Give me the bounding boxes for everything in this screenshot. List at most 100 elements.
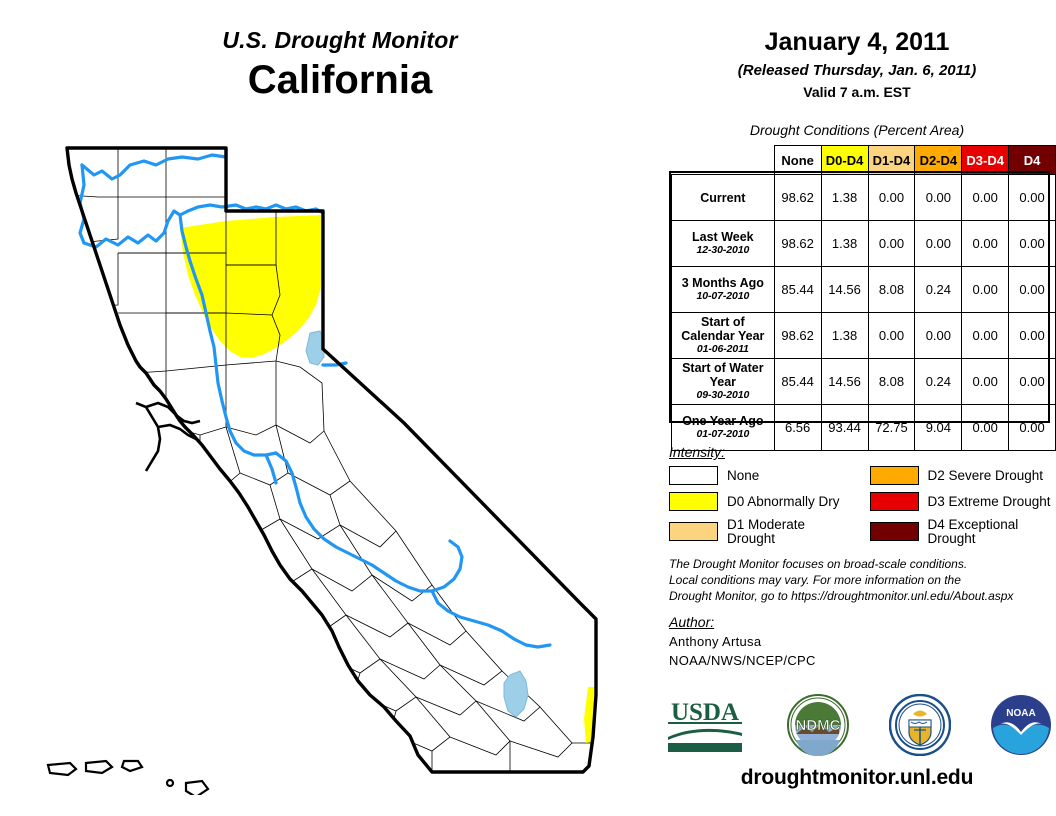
cell-wateryear-d2: 0.24 [914, 358, 963, 405]
cell-oneyear-none: 6.56 [773, 404, 822, 451]
legend-label-d1: D1 Moderate Drought [727, 517, 806, 546]
cell-lastweek-d0: 1.38 [820, 220, 869, 267]
cell-3months-none: 85.44 [773, 266, 822, 313]
cell-calyear-none: 98.62 [773, 312, 822, 359]
d0-drought-region [180, 215, 323, 358]
legend-label-d4: D4 Exceptional Drought [927, 517, 1019, 546]
san-francisco-bay [135, 401, 201, 472]
map-svg [46, 146, 598, 795]
table-row: One Year Ago 01-07-2010 6.56 93.44 72.75 … [671, 404, 1056, 451]
california-drought-map [40, 135, 640, 795]
legend-item-d4: D4 Exceptional Drought [869, 517, 1055, 546]
column-header-d1: D1-D4 [867, 145, 916, 175]
row-label-text: Start of Water Year [682, 361, 764, 390]
disclaimer-text: The Drought Monitor focuses on broad-sca… [669, 556, 1049, 605]
table-row: Start of Calendar Year 01-06-2011 98.62 1… [671, 312, 1056, 359]
california-state-outline [65, 146, 598, 774]
intensity-heading: Intensity: [669, 444, 726, 460]
row-label-text: One Year Ago [682, 414, 764, 429]
report-date: January 4, 2011 [764, 28, 950, 56]
table-caption: Drought Conditions (Percent Area) [749, 122, 965, 138]
intensity-legend: Intensity: None D2 Severe Drought D0 Abn… [669, 444, 1054, 545]
drought-conditions-table: None D0-D4 D1-D4 D2-D4 D3-D4 D4 Current … [671, 145, 1056, 451]
table-header-row: None D0-D4 D1-D4 D2-D4 D3-D4 D4 [672, 145, 1056, 175]
cell-current-d4: 0.00 [1008, 174, 1056, 221]
cell-wateryear-d0: 14.56 [820, 358, 869, 405]
legend-label-d0: D0 Abnormally Dry [727, 493, 840, 509]
legend-item-d3: D3 Extreme Drought [869, 492, 1055, 511]
disclaimer-line-3: Drought Monitor, go to https://droughtmo… [669, 589, 1014, 604]
cell-wateryear-d3: 0.00 [961, 358, 1010, 405]
column-header-d2: D2-D4 [914, 145, 963, 175]
cell-calyear-d3: 0.00 [961, 312, 1010, 359]
logo-row: USDA NDMC [662, 690, 1052, 760]
noaa-logo: NOAA [990, 695, 1051, 755]
report-header: January 4, 2011 (Released Thursday, Jan.… [662, 28, 1052, 100]
author-heading: Author: [669, 614, 715, 630]
row-label-last-week: Last Week 12-30-2010 [671, 220, 775, 267]
author-block: Author: Anthony Artusa NOAA/NWS/NCEP/CPC [669, 614, 1049, 668]
row-label-date: 10-07-2010 [696, 290, 750, 303]
cell-lastweek-d1: 0.00 [867, 220, 916, 267]
column-header-none: None [773, 145, 822, 175]
cell-current-d1: 0.00 [867, 174, 916, 221]
row-label-text: Current [700, 190, 746, 205]
lake-tahoe [305, 330, 325, 366]
table-row: Last Week 12-30-2010 98.62 1.38 0.00 0.00… [671, 220, 1056, 267]
cell-3months-d3: 0.00 [961, 266, 1010, 313]
svg-text:NDMC: NDMC [796, 717, 841, 734]
map-title-block: U.S. Drought Monitor California [60, 27, 620, 103]
cell-lastweek-d2: 0.00 [914, 220, 963, 267]
table-row: 3 Months Ago 10-07-2010 85.44 14.56 8.08 … [671, 266, 1056, 313]
row-label-date: 01-06-2011 [696, 343, 749, 356]
cell-oneyear-d2: 9.04 [914, 404, 963, 451]
cell-wateryear-none: 85.44 [773, 358, 822, 405]
cell-3months-d1: 8.08 [867, 266, 916, 313]
table-row: Start of Water Year 09-30-2010 85.44 14.5… [671, 358, 1056, 405]
cell-current-d2: 0.00 [914, 174, 963, 221]
author-affiliation: NOAA/NWS/NCEP/CPC [669, 653, 816, 668]
legend-item-d0: D0 Abnormally Dry [669, 492, 854, 511]
ndmc-logo: NDMC [787, 694, 850, 756]
valid-time: Valid 7 a.m. EST [803, 83, 911, 100]
cell-current-d3: 0.00 [961, 174, 1010, 221]
cell-lastweek-d3: 0.00 [961, 220, 1010, 267]
swatch-d4 [869, 522, 919, 541]
cell-wateryear-d1: 8.08 [867, 358, 916, 405]
row-label-start-water-year: Start of Water Year 09-30-2010 [671, 358, 775, 405]
legend-label-none: None [727, 467, 760, 483]
cell-oneyear-d0: 93.44 [820, 404, 869, 451]
row-label-start-calendar-year: Start of Calendar Year 01-06-2011 [671, 312, 775, 359]
row-label-text: 3 Months Ago [681, 276, 764, 291]
column-header-d0: D0-D4 [820, 145, 869, 175]
author-name: Anthony Artusa [669, 634, 762, 649]
row-label-text: Last Week [692, 230, 754, 245]
cell-3months-d0: 14.56 [820, 266, 869, 313]
disclaimer-line-1: The Drought Monitor focuses on broad-sca… [669, 557, 968, 571]
cell-current-d0: 1.38 [820, 174, 869, 221]
state-title: California [247, 58, 433, 103]
table-row: Current 98.62 1.38 0.00 0.00 0.00 0.00 [671, 174, 1056, 221]
svg-text:USDA: USDA [671, 699, 739, 726]
cell-lastweek-none: 98.62 [773, 220, 822, 267]
disclaimer-line-2: Local conditions may vary. For more info… [669, 573, 961, 588]
swatch-d2 [869, 466, 919, 485]
site-url: droughtmonitor.unl.edu [740, 766, 974, 789]
swatch-none [669, 466, 718, 485]
salton-sea [503, 670, 529, 718]
cell-calyear-d0: 1.38 [820, 312, 869, 359]
column-header-d4: D4 [1008, 145, 1056, 175]
usda-logo: USDA [668, 699, 742, 752]
legend-grid: None D2 Severe Drought D0 Abnormally Dry… [669, 466, 1054, 545]
row-label-current: Current [671, 174, 775, 221]
row-label-text: Start of Calendar Year [681, 315, 765, 344]
cell-oneyear-d1: 72.75 [867, 404, 916, 451]
column-header-d3: D3-D4 [961, 145, 1010, 175]
cell-calyear-d2: 0.00 [914, 312, 963, 359]
usda-seal-logo [888, 694, 951, 756]
program-title: U.S. Drought Monitor [222, 27, 458, 53]
county-boundaries [67, 148, 596, 772]
release-date: (Released Thursday, Jan. 6, 2011) [737, 61, 977, 79]
cell-calyear-d4: 0.00 [1008, 312, 1056, 359]
